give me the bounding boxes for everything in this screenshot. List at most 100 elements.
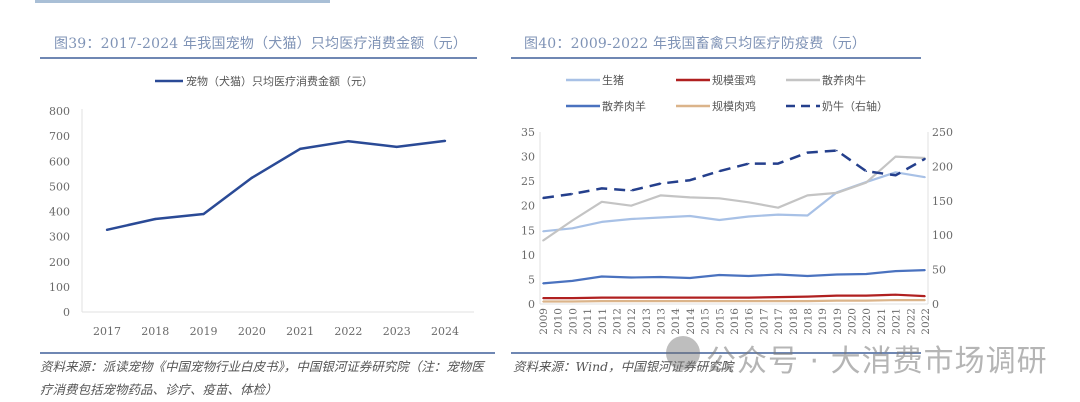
x-tick-label: 2022 bbox=[905, 308, 917, 335]
data-point-pet-medical bbox=[298, 147, 302, 151]
data-point-pig bbox=[542, 230, 544, 233]
x-tick-label: 2017 bbox=[758, 308, 770, 335]
data-point-pig bbox=[747, 215, 750, 218]
data-point-mutton-sheep bbox=[777, 273, 779, 276]
data-point-pig bbox=[600, 221, 603, 223]
data-point-dairy-cow bbox=[924, 158, 926, 160]
data-point-pig bbox=[689, 215, 691, 217]
x-tick-label: 2013 bbox=[641, 308, 653, 335]
y-tick-label: 200 bbox=[49, 256, 70, 269]
data-point-mutton-sheep bbox=[542, 282, 544, 285]
data-point-broiler bbox=[836, 299, 838, 302]
x-tick-label: 2011 bbox=[582, 308, 594, 335]
x-tick-label: 2014 bbox=[670, 308, 682, 335]
x-tick-label: 2022 bbox=[920, 308, 932, 335]
data-point-dairy-cow bbox=[747, 162, 750, 165]
data-point-pet-medical bbox=[202, 212, 205, 216]
x-tick-label: 2015 bbox=[700, 308, 712, 335]
x-tick-label: 2018 bbox=[141, 325, 169, 338]
legend-label-pet-medical: 宠物（犬猫）只均医疗消费金额（元） bbox=[186, 74, 373, 88]
y-tick-label: 100 bbox=[49, 281, 70, 294]
data-point-mutton-sheep bbox=[689, 277, 691, 279]
x-tick-label: 2011 bbox=[597, 308, 609, 335]
right-y-tick-label: 150 bbox=[932, 195, 953, 208]
legend-label-dairy-cow: 奶牛（右轴） bbox=[822, 99, 888, 113]
x-tick-label: 2010 bbox=[553, 308, 565, 335]
data-point-broiler bbox=[630, 300, 632, 302]
data-point-pet-medical bbox=[443, 139, 447, 143]
figure40-title-rule bbox=[511, 57, 921, 59]
data-point-dairy-cow bbox=[836, 149, 838, 152]
data-point-dairy-cow bbox=[542, 197, 544, 199]
data-point-broiler bbox=[659, 300, 662, 302]
data-point-mutton-sheep bbox=[630, 276, 632, 279]
series-line-broiler bbox=[543, 299, 925, 303]
data-point-pig bbox=[894, 171, 897, 174]
data-point-layer-hen bbox=[836, 294, 838, 297]
data-point-dairy-cow bbox=[865, 170, 868, 173]
left-y-tick-label: 15 bbox=[521, 224, 535, 237]
data-point-layer-hen bbox=[894, 293, 897, 296]
x-tick-label: 2021 bbox=[876, 308, 888, 335]
data-point-broiler bbox=[718, 300, 721, 302]
data-point-dairy-cow bbox=[659, 182, 662, 185]
data-point-pig bbox=[806, 214, 809, 217]
data-point-dairy-cow bbox=[894, 174, 897, 177]
y-tick-label: 400 bbox=[49, 206, 70, 219]
data-point-beef-cattle bbox=[718, 197, 721, 200]
data-point-mutton-sheep bbox=[806, 275, 809, 277]
data-point-beef-cattle bbox=[659, 194, 662, 197]
data-point-mutton-sheep bbox=[836, 273, 838, 276]
data-point-pig bbox=[777, 213, 779, 216]
data-point-beef-cattle bbox=[806, 194, 809, 197]
data-point-layer-hen bbox=[777, 296, 779, 298]
x-tick-label: 2021 bbox=[286, 325, 314, 338]
x-tick-label: 2020 bbox=[847, 308, 859, 335]
data-point-layer-hen bbox=[924, 295, 926, 297]
legend-label-mutton-sheep: 散养肉羊 bbox=[602, 99, 646, 113]
wechat-icon bbox=[666, 336, 700, 370]
data-point-broiler bbox=[894, 299, 897, 301]
x-tick-label: 2016 bbox=[729, 308, 741, 335]
data-point-broiler bbox=[542, 300, 544, 303]
data-point-broiler bbox=[600, 300, 603, 302]
data-point-broiler bbox=[924, 299, 926, 301]
left-y-tick-label: 10 bbox=[521, 249, 535, 262]
left-y-tick-label: 30 bbox=[521, 151, 535, 164]
data-point-broiler bbox=[777, 300, 779, 302]
data-point-broiler bbox=[689, 300, 691, 302]
right-y-tick-label: 50 bbox=[932, 264, 946, 277]
series-line-dairy-cow bbox=[542, 149, 926, 200]
data-point-mutton-sheep bbox=[571, 280, 574, 282]
y-tick-label: 700 bbox=[49, 130, 70, 143]
legend-label-broiler: 规模肉鸡 bbox=[712, 99, 756, 113]
y-tick-label: 500 bbox=[49, 180, 70, 193]
data-point-pig bbox=[659, 216, 662, 219]
data-point-beef-cattle bbox=[600, 200, 603, 203]
data-point-pig bbox=[924, 176, 926, 179]
left-y-tick-label: 0 bbox=[528, 298, 535, 311]
right-y-tick-label: 200 bbox=[932, 160, 953, 173]
data-point-beef-cattle bbox=[689, 196, 691, 199]
y-tick-label: 800 bbox=[49, 105, 70, 118]
x-tick-label: 2012 bbox=[626, 308, 638, 335]
data-point-layer-hen bbox=[630, 296, 632, 299]
data-point-dairy-cow bbox=[777, 162, 779, 165]
top-banner bbox=[35, 0, 330, 3]
data-point-layer-hen bbox=[806, 295, 809, 298]
left-y-tick-label: 25 bbox=[521, 175, 535, 188]
x-tick-label: 2024 bbox=[431, 325, 459, 338]
data-point-dairy-cow bbox=[689, 179, 691, 181]
y-tick-label: 600 bbox=[49, 155, 70, 168]
data-point-mutton-sheep bbox=[865, 273, 868, 275]
series-line-layer-hen bbox=[543, 293, 926, 300]
x-tick-label: 2019 bbox=[190, 325, 218, 338]
x-tick-label: 2020 bbox=[861, 308, 873, 335]
x-tick-label: 2017 bbox=[773, 308, 785, 335]
data-point-pet-medical bbox=[154, 217, 157, 221]
right-y-tick-label: 250 bbox=[932, 126, 953, 139]
left-y-tick-label: 20 bbox=[521, 200, 535, 213]
figure39-title-rule bbox=[40, 57, 477, 59]
watermark-text: 公众号 · 大消费市场调研 bbox=[706, 344, 1048, 379]
